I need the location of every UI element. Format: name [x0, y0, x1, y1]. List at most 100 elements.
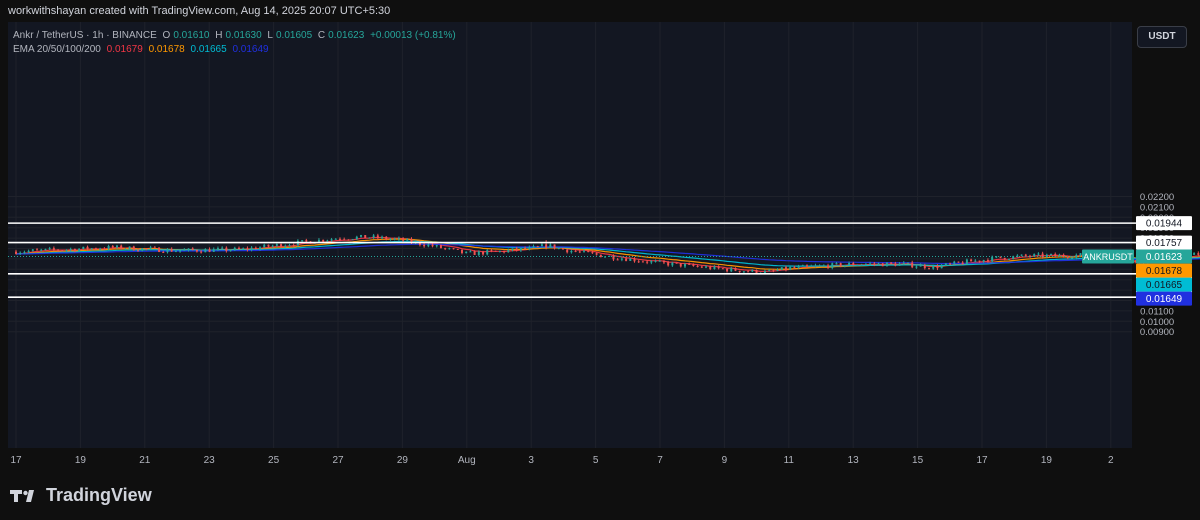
candle-body	[726, 268, 729, 272]
candle-body	[216, 248, 219, 250]
candle-body	[301, 240, 304, 242]
ema-price-tag	[1136, 291, 1192, 306]
candle-body	[1066, 256, 1069, 258]
ema50-value: 0.01678	[148, 44, 185, 55]
candle-body	[267, 244, 270, 247]
candle-body	[768, 270, 771, 272]
candle-body	[721, 268, 724, 270]
candle-body	[179, 250, 182, 252]
candle-body	[566, 249, 569, 253]
candle-body	[599, 254, 602, 258]
level-price-tag	[1136, 216, 1192, 231]
candle-body	[482, 251, 485, 255]
candle-body	[965, 259, 968, 265]
candle-body	[831, 263, 834, 268]
candle-body	[957, 261, 960, 263]
candle-body	[995, 256, 998, 258]
candle-body	[1037, 253, 1040, 255]
candle-body	[82, 246, 85, 249]
attribution: workwithshayan created with TradingView.…	[8, 5, 391, 17]
candle-body	[94, 248, 97, 250]
candle-body	[944, 263, 947, 266]
candle-body	[15, 251, 17, 254]
candle-body	[923, 264, 926, 269]
candle-body	[549, 244, 552, 248]
candle-body	[574, 250, 577, 252]
candle-body	[536, 246, 539, 248]
candle-body	[90, 248, 93, 250]
candle-body	[23, 252, 26, 254]
candle-body	[452, 248, 455, 250]
current-price-tag	[1136, 249, 1192, 264]
candle-body	[355, 236, 358, 240]
legend-symbol[interactable]: Ankr / TetherUS · 1h · BINANCE	[13, 30, 157, 41]
currency-selector[interactable]: USDT	[1137, 26, 1187, 48]
candle-body	[338, 238, 341, 240]
candle-body	[498, 250, 501, 252]
candle-body	[73, 248, 76, 252]
candle-body	[713, 266, 716, 270]
candle-body	[174, 251, 177, 253]
candle-body	[128, 246, 131, 249]
candle-body	[894, 263, 897, 266]
candle-body	[700, 266, 703, 268]
candle-body	[625, 258, 628, 261]
candle-body	[616, 259, 619, 261]
candle-body	[620, 258, 623, 260]
candle-body	[688, 264, 691, 266]
level-price-label: 0.01757	[1146, 238, 1183, 249]
candle-body	[347, 239, 350, 241]
candle-body	[208, 249, 211, 252]
ema20-value: 0.01679	[106, 44, 143, 55]
candle-body	[57, 249, 60, 251]
ema-price-label: 0.01649	[1146, 294, 1183, 305]
candle-body	[469, 251, 472, 253]
candle-body	[591, 252, 594, 254]
legend-high: 0.01630	[225, 30, 262, 41]
x-tick-label: 3	[528, 455, 534, 466]
candle-body	[423, 244, 426, 247]
candle-body	[814, 265, 817, 267]
candle-body	[254, 247, 257, 250]
time-axis[interactable]	[8, 448, 1132, 470]
candle-body	[524, 248, 527, 250]
candle-body	[679, 263, 682, 267]
candle-body	[61, 250, 64, 252]
x-tick-label: 19	[75, 455, 87, 466]
candle-body	[827, 265, 830, 268]
candle-body	[1134, 260, 1137, 263]
candle-body	[511, 248, 514, 251]
candle-body	[961, 262, 964, 265]
candle-body	[153, 247, 156, 249]
candle-body	[158, 247, 161, 252]
candle-body	[970, 259, 973, 262]
candle-body	[486, 250, 489, 255]
candle-body	[1003, 257, 1006, 260]
candle-body	[755, 269, 758, 274]
candle-body	[271, 245, 274, 247]
symbol-tag	[1082, 249, 1134, 264]
plot-area[interactable]	[8, 22, 1132, 448]
candle-body	[137, 250, 140, 252]
candle-body	[250, 247, 253, 250]
candle-body	[107, 245, 110, 250]
ema-title[interactable]: EMA 20/50/100/200	[13, 44, 101, 55]
candle-body	[705, 266, 708, 268]
candle-body	[557, 248, 560, 250]
candle-body	[27, 250, 30, 253]
candle-body	[381, 236, 384, 239]
candle-body	[675, 262, 678, 264]
candle-body	[797, 266, 800, 268]
candle-body	[974, 260, 977, 262]
candle-body	[368, 237, 371, 239]
candle-body	[662, 260, 665, 263]
candle-body	[793, 267, 796, 269]
candle-body	[928, 268, 931, 270]
price-axis[interactable]	[1136, 22, 1192, 448]
candle-body	[869, 263, 872, 265]
tradingview-brand[interactable]: TradingView	[10, 485, 152, 506]
candle-body	[237, 247, 240, 250]
level-price-tag	[1136, 235, 1192, 250]
